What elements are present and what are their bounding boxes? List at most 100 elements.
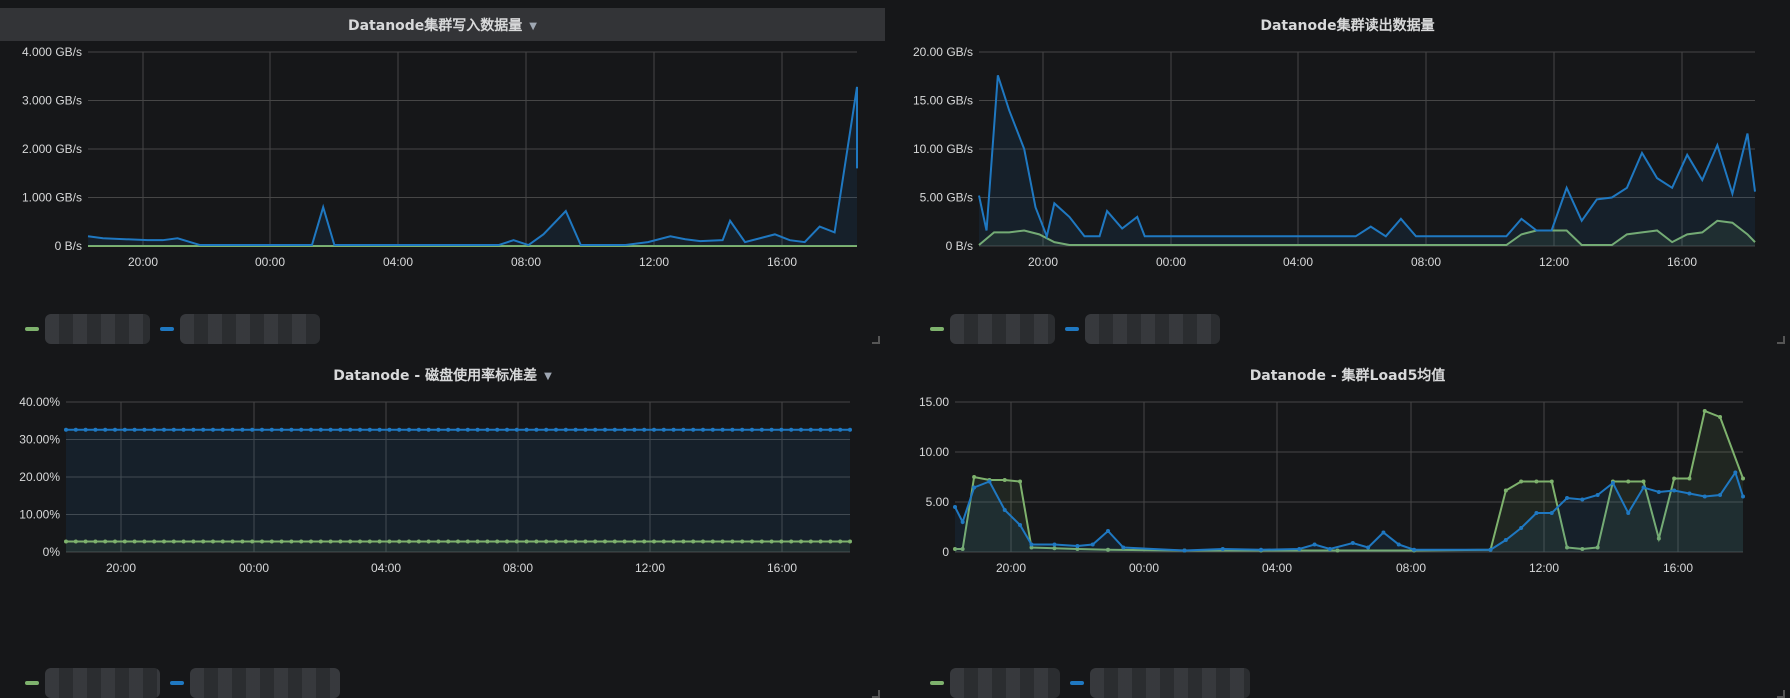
data-point <box>367 539 372 544</box>
legend <box>25 668 350 698</box>
data-point <box>407 539 411 544</box>
data-point <box>642 427 647 432</box>
legend-swatch <box>1070 681 1084 685</box>
series-green-area <box>955 411 1743 552</box>
data-point <box>953 547 957 551</box>
data-point <box>348 539 353 544</box>
data-point <box>1718 493 1723 497</box>
data-point <box>789 427 794 432</box>
chevron-down-icon[interactable]: ▼ <box>544 370 552 382</box>
x-tick-label: 12:00 <box>1529 561 1559 575</box>
chevron-down-icon[interactable]: ▼ <box>529 20 537 32</box>
data-point <box>848 539 852 544</box>
data-point <box>416 539 421 544</box>
data-point <box>377 539 382 544</box>
legend-item[interactable] <box>25 668 160 698</box>
data-point <box>1350 541 1355 545</box>
x-tick-label: 12:00 <box>635 561 665 575</box>
data-point <box>838 539 843 544</box>
legend-item[interactable] <box>930 668 1060 698</box>
data-point <box>603 427 607 432</box>
data-point <box>83 539 88 544</box>
data-point <box>122 539 127 544</box>
data-point <box>1519 479 1524 484</box>
data-point <box>1687 476 1692 481</box>
panel-read-throughput: Datanode集群读出数据量 20.00 GB/s 15.00 GB/s 10.0… <box>905 8 1790 344</box>
data-point <box>367 427 372 432</box>
data-point <box>230 427 235 432</box>
y-tick-label: 10.00% <box>19 508 60 522</box>
redacted-label <box>190 668 340 698</box>
data-point <box>1029 542 1034 547</box>
series-blue-line <box>87 86 858 247</box>
legend-swatch <box>930 327 944 331</box>
data-point <box>240 427 245 432</box>
data-point <box>456 539 460 544</box>
data-point <box>544 427 549 432</box>
resize-handle[interactable] <box>872 690 880 698</box>
legend-swatch <box>25 681 39 685</box>
data-point <box>1503 488 1508 493</box>
data-point <box>1656 536 1661 541</box>
panel-title: Datanode - 磁盘使用率标准差 <box>333 367 538 384</box>
legend-item[interactable] <box>930 314 1055 344</box>
y-tick-label: 10.00 <box>919 445 949 459</box>
data-point <box>603 539 607 544</box>
data-point <box>779 427 784 432</box>
chart-disk: 40.00% 30.00% 20.00% 10.00% 0% 20:00 00:00 04:0… <box>19 395 852 575</box>
legend-item[interactable] <box>170 668 340 698</box>
data-point <box>960 547 965 551</box>
panel-header[interactable]: Datanode - 磁盘使用率标准差 ▼ <box>0 358 885 391</box>
redacted-label <box>180 314 320 344</box>
panel-title: Datanode集群读出数据量 <box>1260 17 1435 34</box>
data-point <box>328 539 333 544</box>
panel-title: Datanode集群写入数据量 <box>347 17 523 34</box>
panel-header[interactable]: Datanode集群读出数据量 <box>905 8 1790 41</box>
data-point <box>828 427 833 432</box>
data-point <box>1327 547 1332 551</box>
data-point <box>211 427 215 432</box>
legend-item[interactable] <box>160 314 320 344</box>
data-point <box>1488 547 1493 552</box>
legend-item[interactable] <box>1065 314 1220 344</box>
data-point <box>495 539 500 544</box>
data-point <box>299 427 304 432</box>
x-tick-label: 04:00 <box>371 561 401 575</box>
data-point <box>132 427 137 432</box>
data-point <box>1090 542 1095 547</box>
data-point <box>211 539 215 544</box>
data-point <box>1626 479 1631 484</box>
panel-load5-mean: Datanode - 集群Load5均值 15.00 10.00 5.00 0 20:0… <box>905 358 1790 698</box>
panel-header[interactable]: Datanode - 集群Load5均值 <box>905 358 1790 391</box>
data-point <box>93 539 98 544</box>
data-point <box>1297 547 1302 551</box>
data-point <box>1381 530 1386 535</box>
legend-item[interactable] <box>1070 668 1250 698</box>
data-point <box>808 427 813 432</box>
y-tick-label: 0 <box>942 545 949 559</box>
resize-handle[interactable] <box>1777 690 1785 698</box>
redacted-label <box>45 668 160 698</box>
data-point <box>1641 485 1646 490</box>
data-point <box>1106 529 1111 533</box>
data-point <box>64 427 68 432</box>
y-tick-label: 5.00 GB/s <box>920 191 973 205</box>
data-point <box>583 427 588 432</box>
data-point <box>465 539 470 544</box>
legend-item[interactable] <box>25 314 150 344</box>
data-point <box>554 539 558 544</box>
data-point <box>181 427 186 432</box>
y-tick-label: 3.000 GB/s <box>22 94 82 108</box>
x-tick-label: 00:00 <box>1129 561 1159 575</box>
data-point <box>1595 545 1600 550</box>
data-point <box>534 427 539 432</box>
data-point <box>987 479 992 484</box>
panel-header[interactable]: Datanode集群写入数据量 ▼ <box>0 8 885 41</box>
data-point <box>397 539 402 544</box>
resize-handle[interactable] <box>872 336 880 344</box>
series-green-area <box>979 220 1755 246</box>
series-green-line <box>978 219 1756 247</box>
data-point <box>269 539 274 544</box>
resize-handle[interactable] <box>1777 336 1785 344</box>
data-point <box>1534 511 1539 515</box>
